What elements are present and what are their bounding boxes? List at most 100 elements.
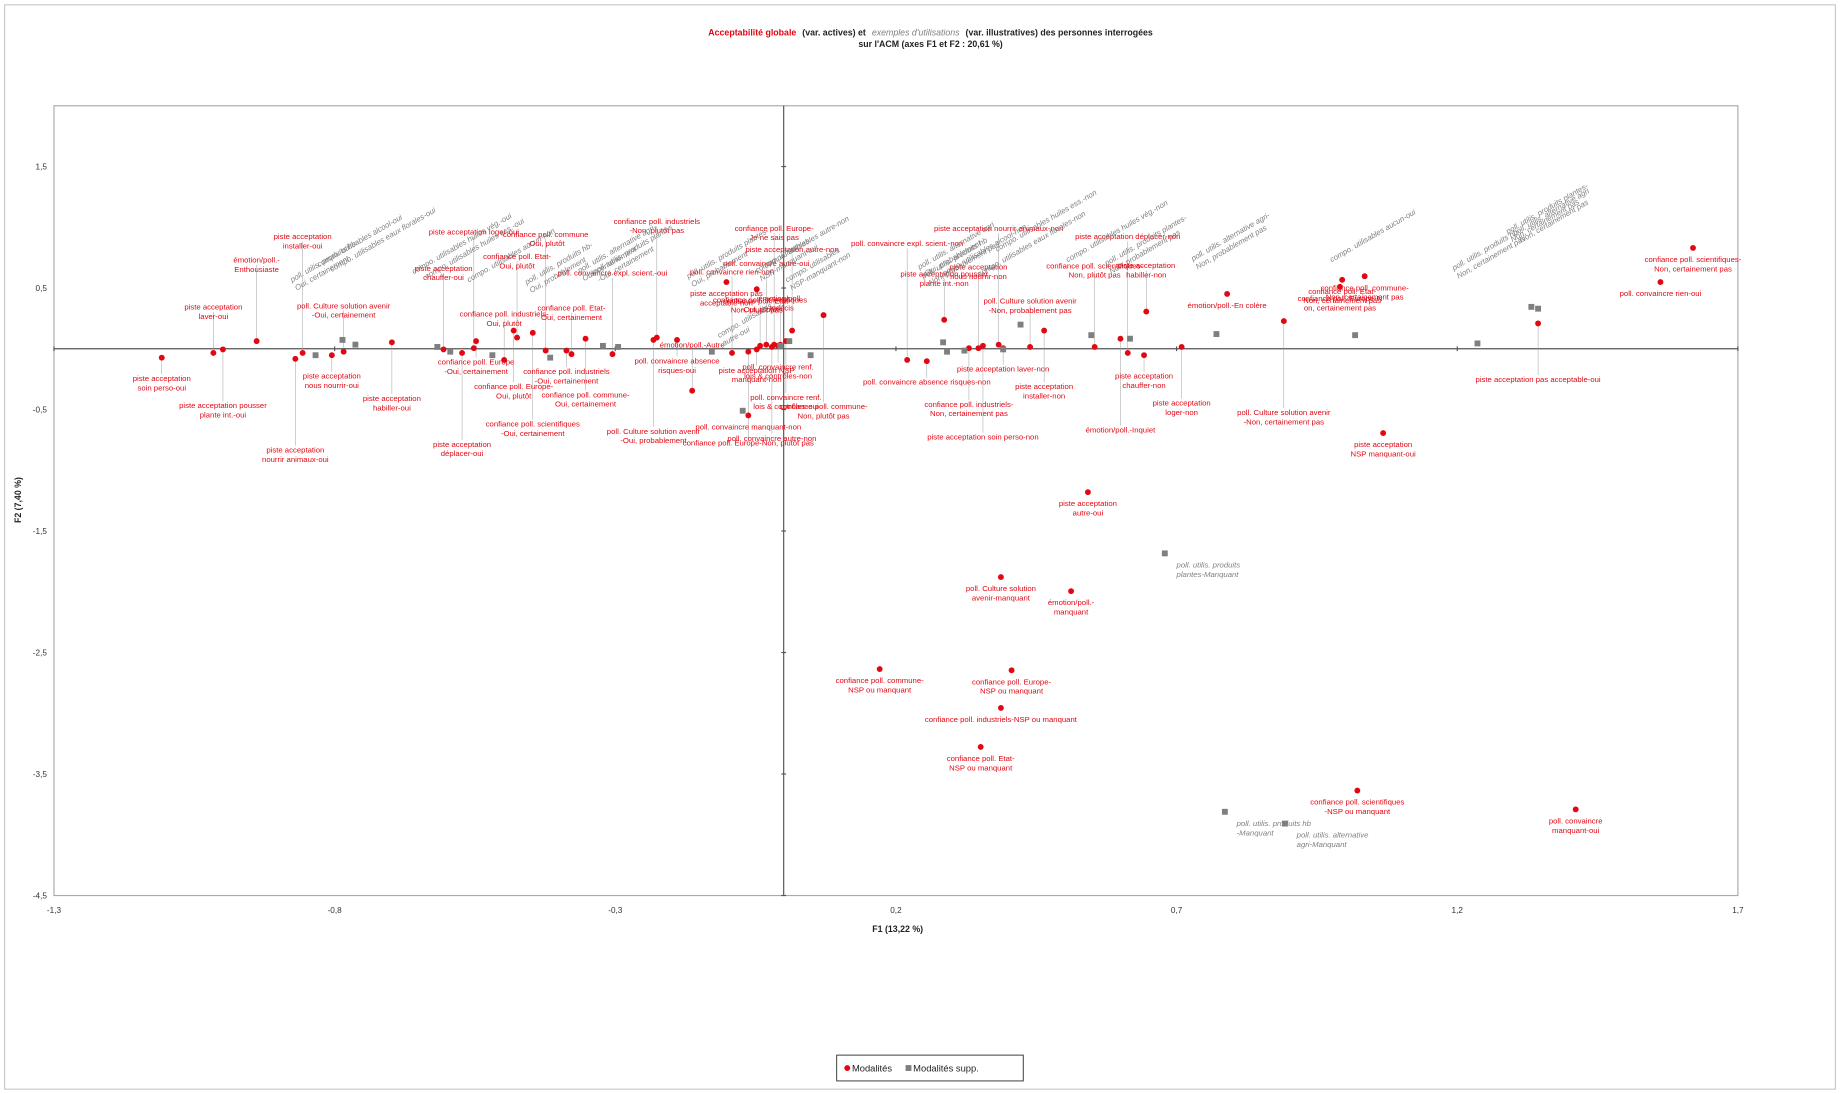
label-line: confiance poll. Etat- [483,252,551,261]
label-line: NSP ou manquant [980,687,1044,696]
label-line: manquant-oui [1552,826,1600,835]
point [529,329,536,336]
point-label: poll. convaincre autre-oui [723,259,810,268]
point [388,339,395,346]
point-label: piste acceptation NSP manquant-oui [1351,440,1416,458]
x-tick-label: 0,2 [890,906,902,915]
label-line: confiance poll. industriels [523,367,610,376]
point [689,387,696,394]
plot-frame [53,105,1739,897]
point-label: confiance poll. scientifiques -NSP ou man… [1310,798,1404,816]
label-line: on, certainement pas [1304,303,1376,312]
label-line: chauffer-non [1122,381,1165,390]
label-line: piste acceptation loger-oui [429,227,520,236]
point-label: piste acceptation autre-non [745,245,838,254]
point-label: piste acceptation pousser plante int.-non [900,269,988,287]
point [653,334,660,341]
label-line: Non, plutôt pas [731,306,783,315]
label-line: Oui, plutôt [499,261,535,270]
label-line: confiance poll. Etat- [723,296,791,305]
label-line: laver-oui [199,312,229,321]
point [757,342,764,349]
point [340,348,347,355]
label-line: piste acceptation déplacer-non [1075,232,1180,241]
label-line: confiance poll. Europe- [735,224,815,233]
point [352,341,359,348]
point [729,349,735,356]
label-line: nourrir animaux-oui [262,455,329,464]
point [292,355,299,362]
point-label: poll. convaincre absence risques-non [863,378,991,387]
y-tick-label: -1,5 [33,527,48,536]
point-label: confiance poll. Etat-Non, certainement p… [1303,287,1381,305]
label-line: -Oui, certainement [501,429,565,438]
legend-marker [844,1065,851,1071]
label-line: -Non, plutôt pas [630,226,685,235]
x-tick-label: -0,3 [608,906,623,915]
label-line: agri-Manquant [1297,840,1348,849]
point-label: confiance poll. Europe -Oui, certainement [438,358,515,376]
point [1380,430,1387,437]
point [1535,320,1542,327]
point [876,666,883,672]
point-label: piste acceptation nous nourrir-oui [303,372,361,390]
point-label: piste acceptation soin perso-non [927,433,1038,442]
point [609,351,616,358]
point [563,347,570,354]
point [1084,489,1091,496]
point-label: confiance poll. Etat-Oui, certainement [538,304,606,322]
label-line: NSP ou manquant [848,686,912,695]
label-line: -Oui, plutôt [741,305,780,314]
label-line: plante int.-oui [200,410,247,419]
point [1361,273,1368,280]
label-line: confiance poll. commune- [1321,283,1410,292]
label-line: poll. convaincre autre-non [727,434,816,443]
point [1474,340,1481,347]
point [542,347,549,354]
label-line: confiance poll. Etat- [1308,287,1376,296]
label-line: piste acceptation laver-non [957,365,1049,374]
label-line: piste acceptation [1153,399,1211,408]
label-line: -Non, certainement pas [1244,417,1325,426]
point-label: confiance poll. scientifiques -Oui, certa… [486,420,580,438]
point-label: poll. Culture solution avenir -Oui, proba… [607,427,701,445]
point [674,336,680,343]
point [1008,667,1015,674]
point-label: émotion/poll.-manquant [1048,598,1095,616]
point [995,341,1002,348]
point-label: confiance poll. scientifiques -Oui, plutô… [713,295,807,313]
label-line: avenir-manquant [972,594,1031,603]
label-line: manquant-non [732,375,782,384]
point-label: piste acceptation autre-oui [1059,499,1117,517]
label-line: confiance poll. industriels-NSP ou manqu… [925,715,1078,724]
label-line: piste acceptation [303,372,361,381]
title-part: (var. actives) et [802,27,866,37]
point-label: piste acceptation pousser plante int.-oui [179,401,267,419]
point [501,357,508,363]
point [470,345,477,352]
point-label: confiance poll. industriels-NSP ou manqu… [925,715,1078,724]
label-line: piste acceptation autre-non [745,245,838,254]
label-line: déplacer-oui [441,449,484,458]
point [514,334,520,341]
label-line: Non, plutôt pas [1069,271,1121,280]
point-label: poll. Culture solution avenir -Non, certa… [1237,408,1331,426]
point [1027,344,1034,350]
label-line: confiance poll. industriels- [924,400,1013,409]
label-line: lois & contrôles-non [744,372,812,381]
label-line: poll. Culture solution avenir [1237,408,1331,417]
point-label: confiance poll. commune-Non, certainemen… [1321,283,1410,301]
label-line: piste acceptation pousser [900,269,988,278]
x-axis-label: F1 (13,22 %) [872,924,923,934]
point [339,336,346,343]
point-label: confiance poll. Europe-NSP ou manquant [972,677,1052,695]
point-label: confiance poll. commune -Oui, plutôt [503,230,589,248]
label-line: chauffer-oui [423,273,464,282]
label-line: émotion/poll.-En colère [1188,301,1267,310]
label-line: Non, certainement pas [1654,264,1732,273]
label-line: piste acceptation [1115,372,1173,381]
label-line: nous nourrir-oui [305,381,359,390]
label-line: installer-oui [283,241,323,250]
point [1221,808,1228,815]
label-line: -Oui, certainement [535,376,599,385]
